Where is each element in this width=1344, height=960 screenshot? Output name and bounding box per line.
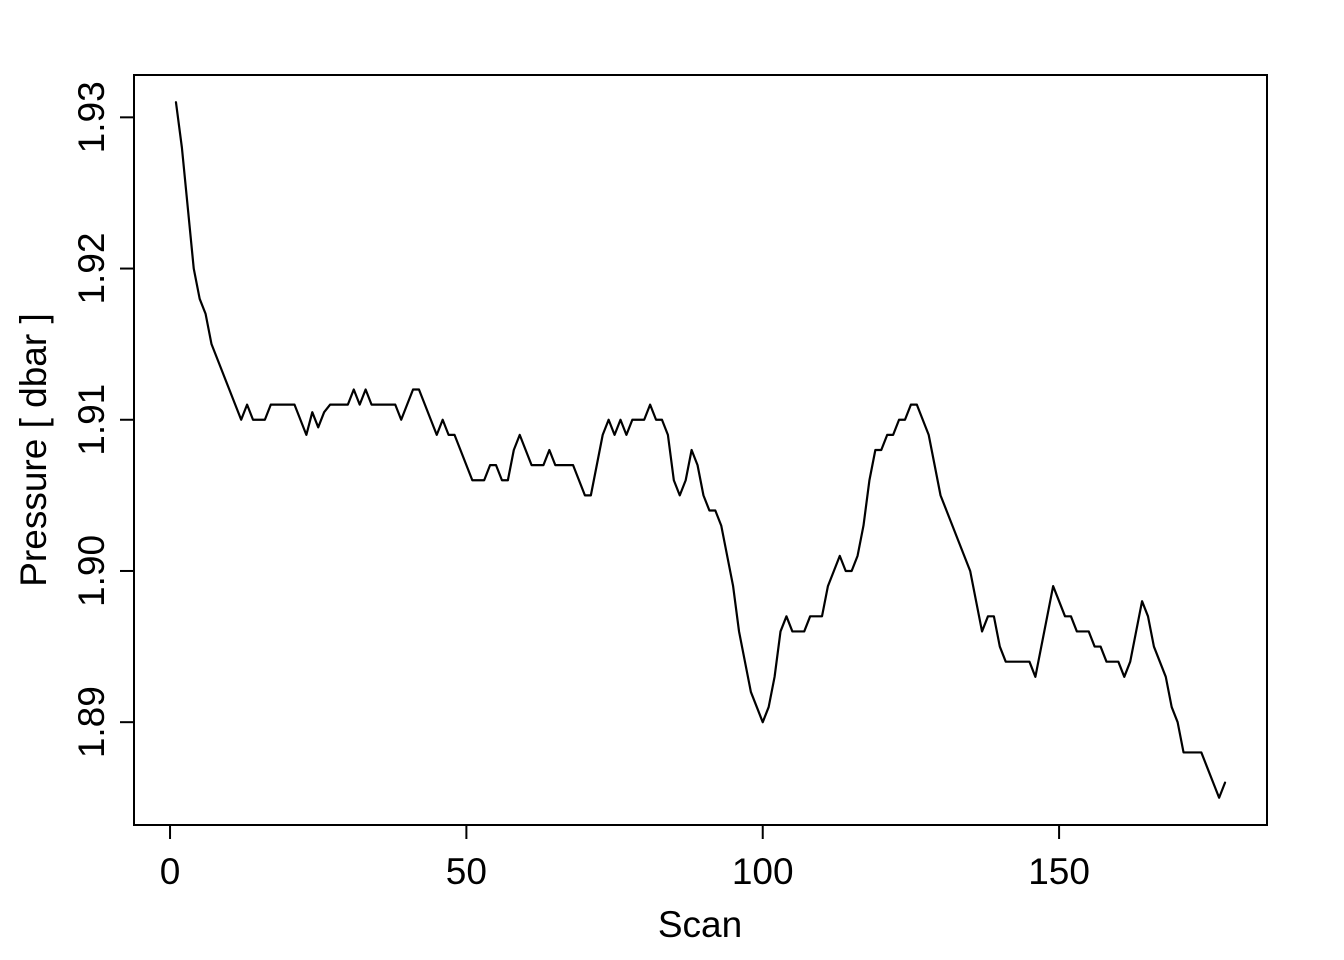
pressure-series-line [174, 101, 1227, 799]
y-axis-title: Pressure [ dbar ] [13, 313, 54, 587]
x-tick-label: 150 [1028, 851, 1090, 892]
y-tick-label: 1.90 [71, 535, 112, 607]
plot-border [133, 74, 1268, 826]
y-tick-label: 1.93 [71, 81, 112, 153]
x-axis-title: Scan [658, 904, 742, 945]
y-tick-label: 1.92 [71, 233, 112, 305]
y-axis: 1.89 1.90 1.91 1.92 1.93 [71, 81, 134, 758]
x-axis: 0 50 100 150 [160, 825, 1090, 892]
x-tick-label: 0 [160, 851, 181, 892]
y-tick-label: 1.91 [71, 384, 112, 456]
y-tick-label: 1.89 [71, 686, 112, 758]
x-tick-label: 50 [446, 851, 487, 892]
x-tick-label: 100 [732, 851, 794, 892]
